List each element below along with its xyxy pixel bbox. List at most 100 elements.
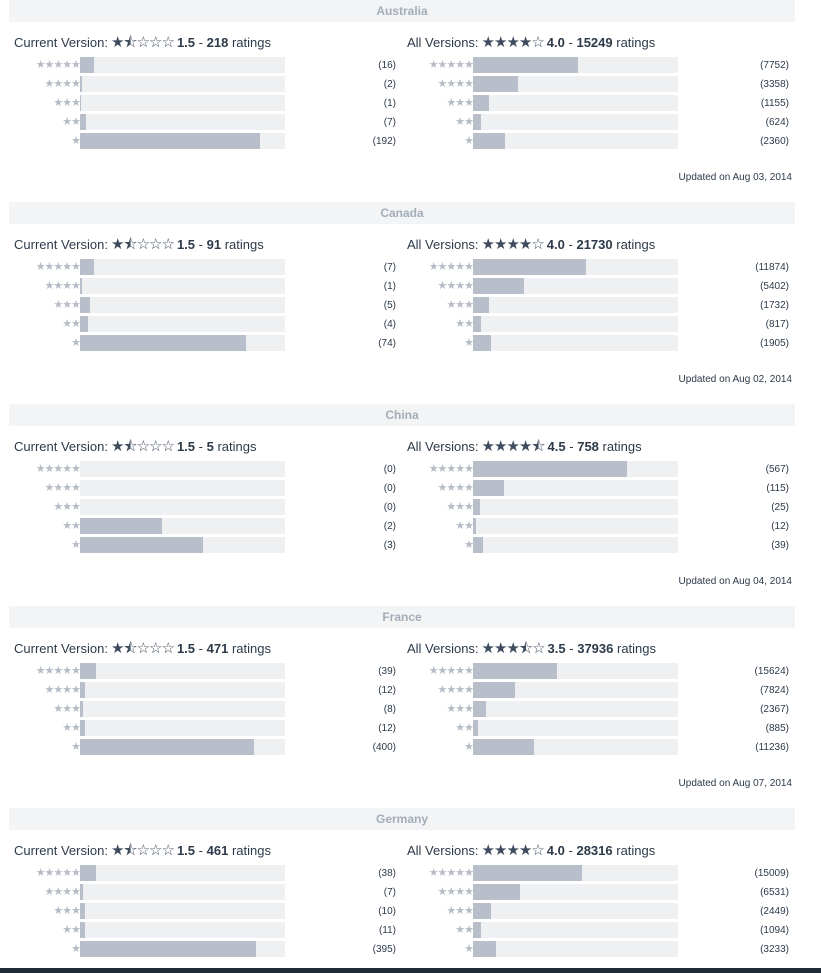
histogram-row: ★ (2360): [407, 132, 797, 151]
all-versions-summary: All Versions: ★★★★☆ 4.0 - 21730 ratings: [407, 236, 655, 254]
histogram-row: ★★★ (1): [14, 94, 404, 113]
histogram-row: ★★★ (25): [407, 498, 797, 517]
histogram-row: ★★★★ (0): [14, 479, 404, 498]
histogram-count: (4): [383, 319, 396, 330]
histogram-count: (6531): [760, 887, 789, 898]
histogram-count: (5402): [760, 281, 789, 292]
histogram-row: ★ (395): [14, 940, 404, 959]
updated-prefix: Updated on: [678, 576, 731, 587]
average-rating: 3.5: [547, 641, 566, 656]
histogram-track: [80, 865, 285, 881]
histogram-bar: [80, 278, 82, 294]
summary-label: All Versions:: [407, 641, 479, 656]
summary-label: All Versions:: [407, 439, 479, 454]
histogram-row: ★★★ (0): [14, 498, 404, 517]
star-row-icon: ★★★★★: [35, 665, 81, 677]
star-row-icon: ★★★★: [437, 684, 474, 696]
average-rating: 4.0: [546, 237, 565, 252]
histogram-count: (567): [765, 464, 789, 475]
average-rating: 4.0: [546, 35, 565, 50]
histogram-track: [80, 941, 285, 957]
star-row-icon: ★★★★: [44, 886, 81, 898]
separator: -: [569, 641, 574, 656]
updated-date-value: Aug 07, 2014: [732, 778, 793, 789]
histogram-track: [473, 480, 678, 496]
histogram-count: (192): [372, 136, 396, 147]
histogram-row: ★★ (817): [407, 315, 797, 334]
histogram-track: [473, 297, 678, 313]
rating-total: 5: [206, 439, 214, 454]
average-stars-icon: ★★★★☆: [481, 842, 545, 859]
histogram-row: ★★★★★ (0): [14, 460, 404, 479]
histogram-track: [80, 663, 285, 679]
histogram-count: (38): [378, 868, 396, 879]
star-row-icon: ★: [464, 741, 474, 753]
histogram-bar: [473, 95, 489, 111]
separator: -: [198, 843, 203, 858]
histogram-count: (3233): [760, 944, 789, 955]
histogram-count: (25): [771, 502, 789, 513]
country-section: Canada Current Version: ★⯪☆☆☆ 1.5 - 91 rati…: [0, 202, 821, 404]
histogram-bar: [473, 884, 520, 900]
histogram-bar: [473, 499, 480, 515]
histogram-row: ★ (39): [407, 536, 797, 555]
current-histogram: ★★★★★ (0) ★★★★ (0) ★★★ (0) ★★ (2) ★ (3): [14, 460, 404, 555]
histogram-count: (1155): [760, 98, 789, 109]
all-histogram: ★★★★★ (567) ★★★★ (115) ★★★ (25) ★★ (12) ★ (39): [407, 460, 797, 555]
histogram-count: (12): [378, 723, 396, 734]
histogram-bar: [80, 76, 82, 92]
summary-label: Current Version:: [14, 35, 108, 50]
histogram-count: (11): [378, 925, 396, 936]
histogram-track: [80, 537, 285, 553]
histogram-bar: [473, 865, 582, 881]
star-row-icon: ★★★★★: [428, 261, 474, 273]
star-row-icon: ★★★: [53, 299, 81, 311]
histogram-bar: [473, 133, 505, 149]
star-row-icon: ★★★: [446, 299, 474, 311]
updated-date: Updated on Aug 03, 2014: [679, 172, 792, 183]
histogram-bar: [473, 114, 481, 130]
histogram-track: [473, 720, 678, 736]
separator: -: [568, 237, 573, 252]
histogram-track: [473, 884, 678, 900]
histogram-row: ★★ (4): [14, 315, 404, 334]
all-versions-summary: All Versions: ★★★★⯪ 4.5 - 758 ratings: [407, 438, 642, 456]
histogram-count: (2): [383, 521, 396, 532]
star-row-icon: ★★★★: [437, 78, 474, 90]
histogram-count: (12): [378, 685, 396, 696]
updated-date-value: Aug 03, 2014: [732, 172, 793, 183]
histogram-bar: [473, 682, 515, 698]
separator: -: [198, 439, 203, 454]
histogram-row: ★★ (12): [14, 719, 404, 738]
current-version-summary: Current Version: ★⯪☆☆☆ 1.5 - 471 ratings: [14, 640, 271, 658]
ratings-word: ratings: [616, 843, 656, 858]
histogram-count: (1): [383, 98, 396, 109]
histogram-row: ★★★★ (12): [14, 681, 404, 700]
star-row-icon: ★★★★: [437, 886, 474, 898]
star-row-icon: ★: [71, 741, 81, 753]
histogram-count: (3): [383, 540, 396, 551]
summary-label: Current Version:: [14, 641, 108, 656]
star-row-icon: ★: [71, 539, 81, 551]
histogram-bar: [473, 297, 489, 313]
histogram-count: (39): [378, 666, 396, 677]
histogram-row: ★★ (2): [14, 517, 404, 536]
histogram-track: [80, 701, 285, 717]
histogram-row: ★★ (7): [14, 113, 404, 132]
histogram-bar: [473, 259, 586, 275]
updated-prefix: Updated on: [678, 778, 731, 789]
star-row-icon: ★★★: [446, 905, 474, 917]
histogram-track: [80, 95, 285, 111]
average-rating: 1.5: [176, 843, 196, 858]
star-row-icon: ★★: [455, 116, 474, 128]
histogram-track: [80, 903, 285, 919]
summary-label: Current Version:: [14, 237, 108, 252]
histogram-track: [473, 133, 678, 149]
histogram-bar: [80, 57, 94, 73]
histogram-bar: [80, 114, 86, 130]
histogram-track: [80, 57, 285, 73]
histogram-count: (885): [765, 723, 789, 734]
separator: -: [198, 237, 203, 252]
average-stars-icon: ★⯪☆☆☆: [110, 34, 175, 51]
histogram-row: ★★★★★ (11874): [407, 258, 797, 277]
